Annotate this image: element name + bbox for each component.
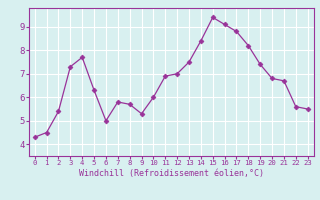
- X-axis label: Windchill (Refroidissement éolien,°C): Windchill (Refroidissement éolien,°C): [79, 169, 264, 178]
